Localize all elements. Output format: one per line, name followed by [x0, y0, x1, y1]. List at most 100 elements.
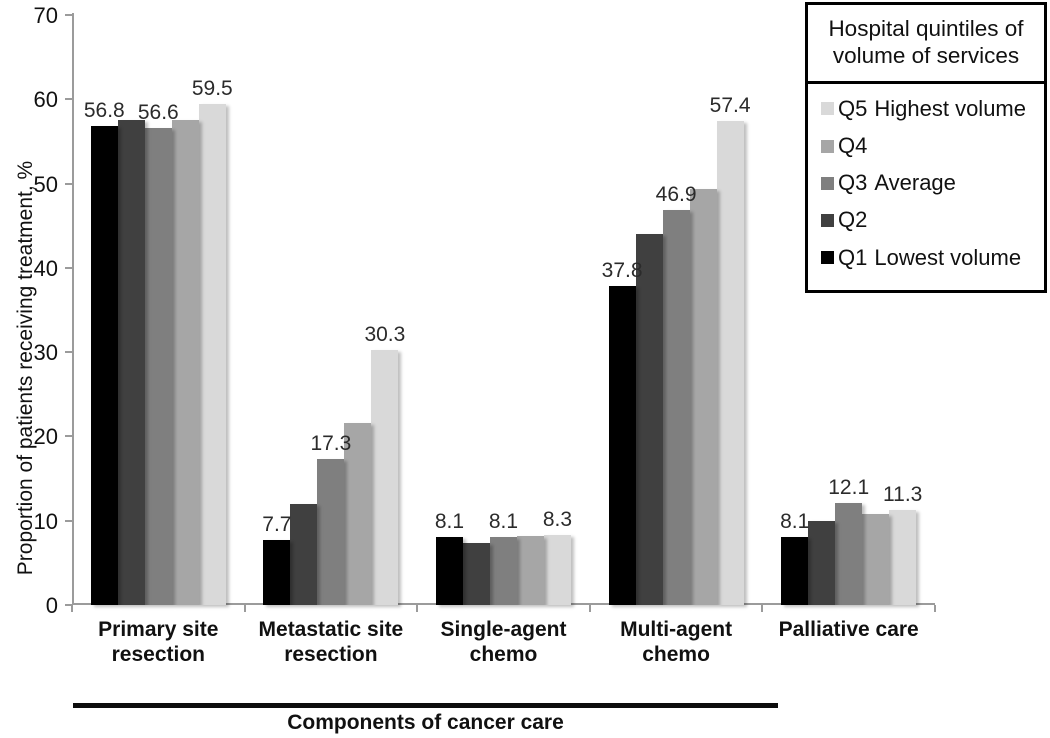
bar-q1: 56.8 [84, 99, 125, 605]
y-tick-label: 50 [33, 171, 58, 197]
y-tick-mark [65, 266, 72, 269]
legend-entry-q2: Q2 [821, 208, 1040, 232]
x-tick-mark [416, 605, 419, 612]
y-tick-mark [65, 351, 72, 354]
bar-q3: 46.9 [656, 183, 697, 605]
legend-swatch-icon [821, 176, 834, 190]
x-category-label: Multi-agent chemo [590, 617, 763, 667]
x-tick-mark [588, 605, 591, 612]
x-tick-mark [243, 605, 246, 612]
bar-value-label: 8.1 [780, 509, 810, 533]
y-tick-mark [65, 182, 72, 185]
bar-value-label: 37.8 [601, 259, 643, 283]
legend-swatch-icon [821, 102, 834, 116]
bar-group: 8.1 12.1 11.3 [762, 15, 935, 605]
x-category-label-text: Single-agent chemo [440, 618, 567, 667]
bar-q3: 12.1 [828, 476, 869, 605]
category-bracket-label: Components of cancer care [287, 711, 564, 734]
bar-q2 [462, 542, 490, 605]
x-category-label: Primary site resection [72, 617, 245, 667]
bar-value-label: 57.4 [709, 94, 751, 118]
bar-q5: 59.5 [192, 77, 233, 605]
bar-value-label: 46.9 [655, 182, 697, 206]
y-tick-label: 60 [33, 87, 58, 113]
bar-q4 [516, 535, 544, 605]
legend-entry-q3: Q3 Average [821, 171, 1040, 195]
bar-q3: 17.3 [310, 432, 351, 605]
x-tick-mark [934, 605, 936, 612]
x-tick-mark [761, 605, 764, 612]
x-category-label: Palliative care [762, 617, 935, 642]
bar-value-label: 56.6 [137, 100, 179, 124]
x-tick-mark [71, 605, 73, 612]
bar-q3: 56.6 [138, 101, 179, 605]
x-category-label-text: Multi-agent chemo [620, 618, 733, 667]
x-category-label-text: Metastatic site resection [258, 618, 404, 667]
y-tick-mark [65, 519, 72, 522]
legend-quintile-label: Q4 [838, 133, 868, 159]
y-tick-mark [65, 604, 72, 606]
legend-quintile-label: Q1 [838, 244, 868, 270]
y-tick-mark [65, 14, 72, 16]
bar-q4 [171, 119, 199, 605]
legend-desc-label: Highest volume [874, 95, 1026, 121]
legend-entry-q5: Q5 Highest volume [821, 95, 1040, 121]
bar-group: 37.8 46.9 57.4 [590, 15, 763, 605]
bar-group: 7.7 17.3 30.3 [245, 15, 418, 605]
legend-entry-q1: Q1 Lowest volume [821, 244, 1040, 270]
bar-value-label: 8.1 [488, 509, 519, 533]
x-category-label-text: Primary site resection [98, 618, 219, 667]
legend: Hospital quintiles of volume of services… [805, 2, 1047, 293]
bar-q5: 30.3 [364, 323, 405, 605]
bar-value-label: 30.3 [364, 322, 406, 346]
x-category-label-text: Palliative care [778, 618, 919, 641]
y-tick-label: 10 [33, 508, 58, 534]
bar-q2 [117, 119, 145, 605]
legend-swatch-icon [821, 139, 834, 153]
bar-q4 [862, 514, 890, 605]
bar-q4 [344, 422, 372, 605]
bar-value-label: 12.1 [828, 476, 870, 499]
y-tick-mark [65, 435, 72, 438]
bar-value-label: 56.8 [83, 99, 125, 123]
legend-quintile-label: Q3 [838, 170, 868, 196]
bar-value-label: 59.5 [191, 76, 233, 100]
bar-q5: 57.4 [710, 94, 751, 605]
legend-swatch-icon [821, 214, 834, 228]
y-tick-label: 0 [45, 593, 58, 618]
bar-q1: 8.1 [435, 510, 464, 605]
bar-value-label: 8.1 [434, 509, 465, 533]
legend-quintile-label: Q5 [838, 95, 868, 121]
y-tick-label: 20 [33, 424, 58, 450]
x-category-label: Metastatic site resection [245, 617, 418, 667]
bar-q2 [635, 234, 663, 605]
bar-q1: 7.7 [262, 513, 291, 605]
bar-q4 [689, 188, 717, 605]
bar-group: 56.8 56.6 59.5 [72, 15, 245, 605]
bar-value-label: 8.3 [542, 508, 573, 531]
bar-value-label: 7.7 [262, 513, 292, 537]
y-tick-label: 40 [33, 255, 58, 281]
legend-desc-label: Lowest volume [874, 244, 1022, 270]
bar-q5: 8.3 [543, 508, 572, 605]
bar-q2 [808, 520, 836, 605]
legend-title: Hospital quintiles of volume of services [808, 5, 1044, 84]
bar-value-label: 17.3 [310, 432, 352, 456]
y-tick-label: 70 [33, 3, 58, 28]
legend-desc-label: Average [874, 170, 956, 196]
bar-q2 [290, 503, 318, 605]
bar-q3: 8.1 [489, 510, 518, 605]
bar-group: 8.1 8.1 8.3 [417, 15, 590, 605]
bar-q5: 11.3 [883, 483, 922, 605]
bar-q1: 37.8 [602, 259, 643, 605]
y-tick-label: 30 [33, 340, 58, 366]
x-category-label: Single-agent chemo [417, 617, 590, 667]
bar-value-label: 11.3 [883, 482, 923, 506]
category-bracket-line [73, 703, 778, 708]
y-tick-mark [65, 98, 72, 101]
legend-entry-q4: Q4 [821, 133, 1040, 159]
bar-q1: 8.1 [780, 510, 809, 605]
legend-entries: Q5 Highest volume Q4 Q3 Average Q2 Q1 Lowest vo… [808, 84, 1044, 276]
legend-swatch-icon [821, 251, 834, 265]
